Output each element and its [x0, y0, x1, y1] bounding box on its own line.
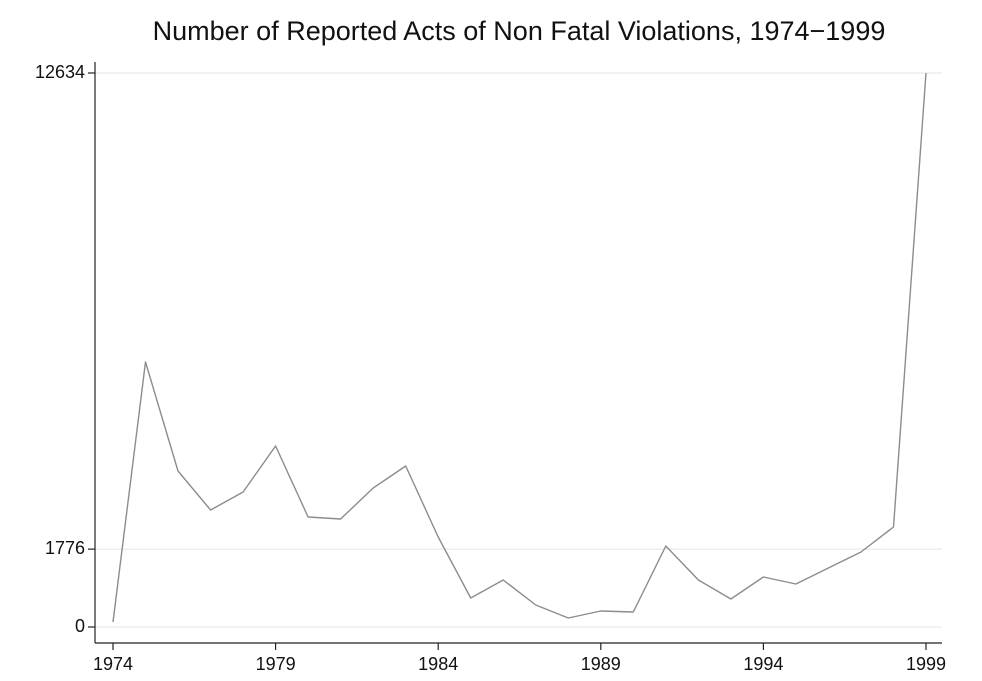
chart-title: Number of Reported Acts of Non Fatal Vio… — [153, 16, 886, 46]
y-tick-label: 0 — [75, 616, 85, 636]
x-tick-label: 1974 — [93, 654, 133, 674]
x-tick-label: 1994 — [743, 654, 783, 674]
x-tick-label: 1989 — [581, 654, 621, 674]
y-tick-label: 12634 — [35, 62, 85, 82]
x-tick-label: 1979 — [256, 654, 296, 674]
line-series — [112, 72, 927, 623]
x-tick-label: 1984 — [418, 654, 458, 674]
y-tick-label: 1776 — [45, 538, 85, 558]
x-tick-label: 1999 — [906, 654, 946, 674]
